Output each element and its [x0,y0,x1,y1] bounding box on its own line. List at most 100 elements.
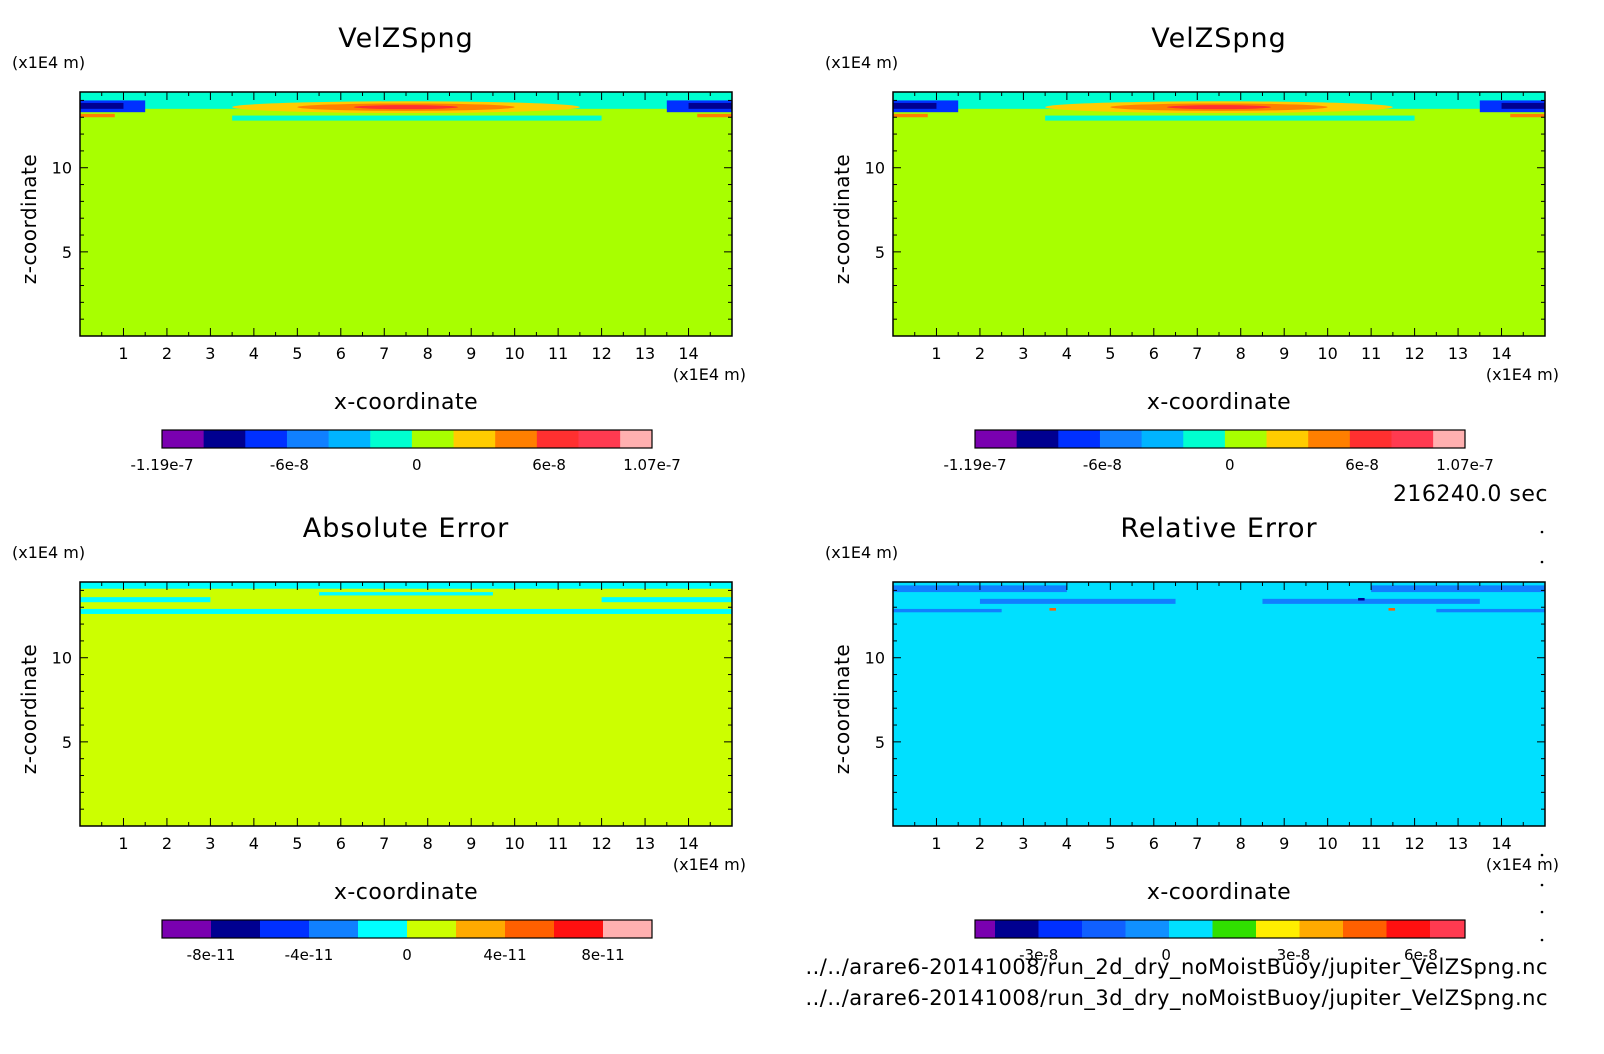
chart-panel-1: VelZSpng(x1E4 m)1 2 3 4 5 6 7 8 9 10 11 12 13 14510(x… [12,23,746,474]
chart-panel-4: Relative Error(x1E4 m)1 2 3 4 5 6 7 8 9 10 11 12 13 1… [825,513,1559,964]
x-tick-label: 5 [292,344,302,363]
colorbar-swatch [309,920,359,938]
file-path-2: ../../arare6-20141008/run_3d_dry_noMoist… [805,986,1548,1010]
x-unit-label: (x1E4 m) [673,365,746,384]
colorbar-swatch [370,430,413,448]
heatmap-band [80,608,732,614]
file-path-1: ../../arare6-20141008/run_2d_dry_noMoist… [805,955,1548,979]
margin-dot [1540,883,1544,887]
x-tick-label: 2 [975,834,985,853]
colorbar-swatch [554,920,604,938]
y-unit-label: (x1E4 m) [825,543,898,562]
x-tick-label: 11 [548,344,568,363]
heatmap-feature [1049,608,1056,611]
colorbar-swatch [1125,920,1170,938]
colorbar-swatch [1430,920,1466,938]
heatmap-feature [353,105,459,110]
x-tick-label: 13 [635,834,655,853]
heatmap-band [1262,598,1480,604]
heatmap-feature [893,102,937,109]
heatmap-feature [80,113,115,118]
colorbar-tick-label: 1.07e-7 [1436,456,1494,474]
heatmap-feature [688,102,732,109]
x-tick-label: 3 [205,834,215,853]
colorbar-swatch [211,920,261,938]
y-tick-label: 10 [52,649,72,668]
heatmap-background [80,582,732,826]
chart-title: Absolute Error [303,513,509,544]
colorbar: -3e-8 0 3e-8 6e-8 [974,919,1466,964]
x-tick-label: 9 [466,344,476,363]
colorbar-tick-label: -4e-11 [285,946,334,964]
x-tick-label: 10 [504,834,524,853]
colorbar-swatch [1038,920,1083,938]
x-tick-label: 11 [1361,344,1381,363]
y-tick-label: 10 [865,649,885,668]
colorbar-swatch [1391,430,1434,448]
x-tick-label: 10 [504,344,524,363]
x-tick-label: 14 [1491,344,1511,363]
time-label: 216240.0 sec [1392,482,1548,507]
colorbar-swatch [1386,920,1431,938]
colorbar-swatch [1224,430,1268,448]
x-tick-label: 9 [1279,834,1289,853]
colorbar: -1.19e-7 -6e-8 0 6e-8 1.07e-7 [944,429,1494,474]
colorbar-swatch [1343,920,1387,938]
heatmap-background [893,92,1545,336]
colorbar-swatch [1169,920,1213,938]
x-tick-label: 5 [1105,834,1115,853]
heatmap-feature [1358,597,1365,601]
x-tick-label: 6 [1149,834,1159,853]
x-unit-label: (x1E4 m) [673,855,746,874]
colorbar-swatch [162,430,205,448]
colorbar-swatch [1058,430,1101,448]
colorbar-tick-label: -6e-8 [270,456,309,474]
heatmap-band [601,597,732,603]
colorbar-tick-label: -1.19e-7 [131,456,194,474]
colorbar-swatch [411,430,455,448]
colorbar-swatch [975,430,1018,448]
x-tick-label: 7 [1192,344,1202,363]
colorbar-swatch [505,920,555,938]
colorbar-tick-label: 6e-8 [532,456,566,474]
x-tick-label: 8 [423,834,433,853]
x-tick-label: 6 [1149,344,1159,363]
heatmap-field [80,92,732,336]
y-axis-label: z-coordinate [17,154,41,284]
x-tick-label: 4 [1062,834,1072,853]
colorbar-tick-label: -1.19e-7 [944,456,1007,474]
colorbar-swatch [495,430,538,448]
colorbar-tick-label: 0 [1225,456,1235,474]
heatmap-field [80,582,732,826]
colorbar-swatch [995,920,1039,938]
colorbar-swatch [328,430,371,448]
x-tick-label: 6 [336,834,346,853]
x-tick-label: 3 [1018,834,1028,853]
heatmap-band [80,597,211,603]
y-unit-label: (x1E4 m) [12,53,85,72]
margin-dot [1540,560,1544,564]
x-tick-label: 5 [1105,344,1115,363]
y-axis-label: z-coordinate [17,644,41,774]
x-tick-label: 12 [1404,344,1424,363]
colorbar-tick-label: 3e-8 [1277,946,1311,964]
x-tick-label: 10 [1317,834,1337,853]
x-tick-label: 4 [249,834,259,853]
x-tick-label: 8 [1236,344,1246,363]
heatmap-feature [697,113,732,118]
x-tick-label: 12 [591,834,611,853]
colorbar-swatch [453,430,496,448]
colorbar-swatch [1308,430,1351,448]
x-tick-label: 8 [1236,834,1246,853]
x-tick-label: 7 [379,834,389,853]
colorbar-swatch [620,430,653,448]
colorbar-swatch [578,430,621,448]
heatmap-feature [1166,105,1272,110]
x-tick-label: 6 [336,344,346,363]
colorbar-swatch [245,430,288,448]
colorbar-swatch [1266,430,1309,448]
colorbar-swatch [1433,430,1466,448]
x-tick-label: 11 [1361,834,1381,853]
x-axis-label: x-coordinate [1147,880,1291,905]
